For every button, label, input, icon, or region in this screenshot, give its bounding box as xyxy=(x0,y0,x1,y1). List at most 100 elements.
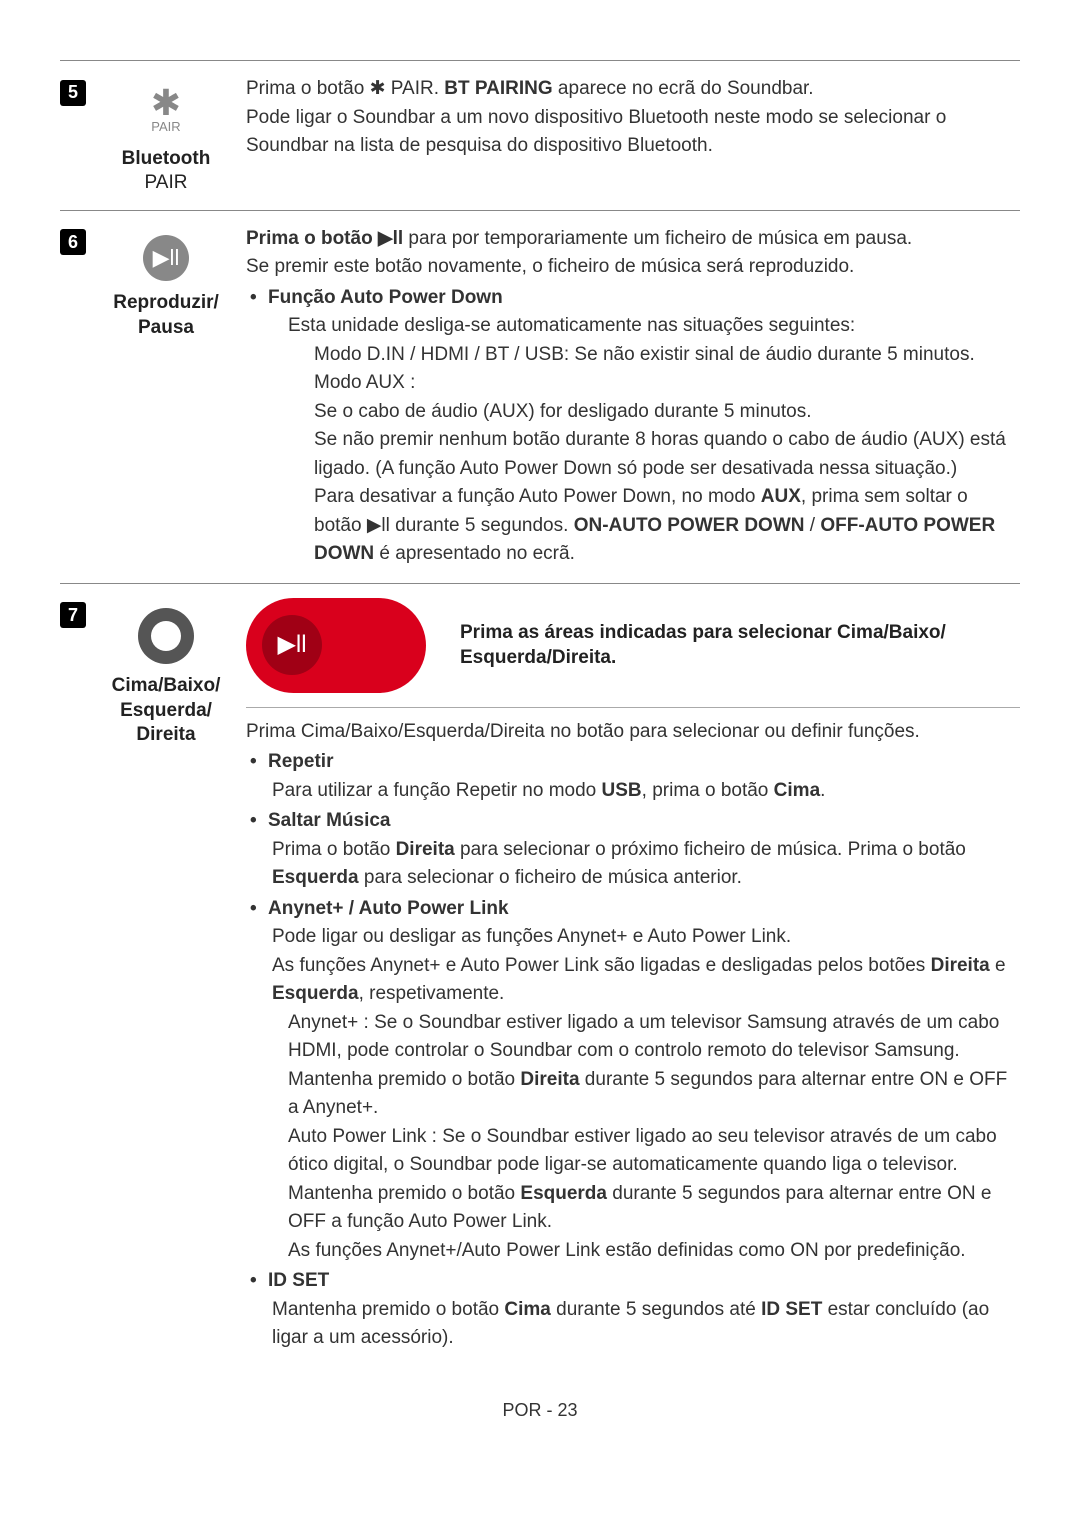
row7-rep-c: . xyxy=(820,780,825,801)
row5-p1-tail: aparece no ecrã do Soundbar. xyxy=(553,78,814,99)
pair-small-label: PAIR xyxy=(100,117,232,137)
row7-li-rep-label: Repetir xyxy=(268,748,333,777)
row7-any-sub2-esq: Esquerda xyxy=(520,1183,607,1204)
bullet-icon: • xyxy=(246,895,268,924)
row7-id-text: Mantenha premido o botão Cima durante 5 … xyxy=(246,1296,1020,1353)
row5-num-col: 5 xyxy=(60,75,100,196)
row5-icon-col: ✱ PAIR Bluetooth PAIR xyxy=(100,75,240,196)
bullet-icon: • xyxy=(246,748,268,777)
row7-label1: Cima/Baixo/ xyxy=(100,674,232,699)
row6-sub2b1: Se o cabo de áudio (AUX) for desligado d… xyxy=(246,398,1020,427)
row7-num-badge: 7 xyxy=(60,602,86,628)
row7-salt-c: para selecionar o ficheiro de música ant… xyxy=(359,867,742,888)
row6-on-auto: ON-AUTO POWER DOWN xyxy=(574,515,805,536)
dpad-icon xyxy=(138,608,194,664)
row6-sub2b2: Se não premir nenhum botão durante 8 hor… xyxy=(246,426,1020,483)
row7-content: ▶ll Prima as áreas indicadas para seleci… xyxy=(240,598,1020,1353)
row5-num-badge: 5 xyxy=(60,80,86,106)
row6-icon-label-b1: Reproduzir/ xyxy=(100,291,232,316)
play-pause-icon: ▶ll xyxy=(100,235,232,281)
row7-any-p2b: e xyxy=(990,955,1006,976)
row6-li1-label: Função Auto Power Down xyxy=(268,284,503,313)
row5-p1-b: PAIR. xyxy=(386,78,445,99)
row5-p1-bold: BT PAIRING xyxy=(444,78,552,99)
row-6: 6 ▶ll Reproduzir/ Pausa Prima o botão ▶l… xyxy=(60,210,1020,583)
row6-sub2b: Modo AUX : xyxy=(246,369,1020,398)
row7-any-sub1: Anynet+ : Se o Soundbar estiver ligado a… xyxy=(246,1009,1020,1123)
row6-sub1: Esta unidade desliga-se automaticamente … xyxy=(246,312,1020,341)
row7-salt-a: Prima o botão xyxy=(272,839,396,860)
row6-num-col: 6 xyxy=(60,225,100,569)
row-7: 7 Cima/Baixo/ Esquerda/ Direita ▶ll Prim… xyxy=(60,583,1020,1367)
oval-play-icon: ▶ll xyxy=(262,615,322,675)
bullet-icon: • xyxy=(246,807,268,836)
row6-li1: • Função Auto Power Down xyxy=(246,284,1020,313)
row7-oval-line2: Esquerda/Direita. xyxy=(460,645,946,671)
row6-lead-bold: Prima o botão ▶ll xyxy=(246,228,403,249)
row6-sub2b3a: Para desativar a função Auto Power Down,… xyxy=(314,486,761,507)
row5-p1-glyph: ✱ xyxy=(370,78,386,99)
row7-salt-dir: Direita xyxy=(396,839,455,860)
row6-lead-tail: para por temporariamente um ficheiro de … xyxy=(403,228,912,249)
bullet-icon: • xyxy=(246,284,268,313)
row7-any-esq: Esquerda xyxy=(272,983,359,1004)
row7-any-sub3: As funções Anynet+/Auto Power Link estão… xyxy=(246,1237,1020,1266)
row7-label3: Direita xyxy=(100,723,232,748)
row7-salt-esq: Esquerda xyxy=(272,867,359,888)
row6-icon-label-b2: Pausa xyxy=(100,316,232,341)
row6-num-badge: 6 xyxy=(60,229,86,255)
row5-p1-a: Prima o botão xyxy=(246,78,370,99)
row7-li-salt: • Saltar Música xyxy=(246,807,1020,836)
row6-sub2a: Modo D.IN / HDMI / BT / USB: Se não exis… xyxy=(246,341,1020,370)
row7-oval-text: Prima as áreas indicadas para selecionar… xyxy=(444,620,946,671)
row7-rep-text: Para utilizar a função Repetir no modo U… xyxy=(246,777,1020,806)
row6-aux: AUX xyxy=(761,486,801,507)
row5-icon-label-plain: PAIR xyxy=(100,171,232,196)
row7-id-b: durante 5 segundos até xyxy=(551,1299,761,1320)
row7-top-graphic: ▶ll Prima as áreas indicadas para seleci… xyxy=(246,598,1020,693)
row6-lead: Prima o botão ▶ll para por temporariamen… xyxy=(246,225,1020,254)
row6-icon-label: Reproduzir/ Pausa xyxy=(100,291,232,340)
row7-rep-b: , prima o botão xyxy=(642,780,774,801)
row5-icon-label-bold: Bluetooth xyxy=(100,147,232,172)
row5-icon-label: Bluetooth PAIR xyxy=(100,147,232,196)
row7-rep-usb: USB xyxy=(602,780,642,801)
row7-any-p2: As funções Anynet+ e Auto Power Link são… xyxy=(246,952,1020,1009)
row6-slash: / xyxy=(805,515,821,536)
row7-salt-text: Prima o botão Direita para selecionar o … xyxy=(246,836,1020,893)
row7-li-id-label: ID SET xyxy=(268,1267,329,1296)
row7-any-sub1-dir: Direita xyxy=(520,1069,579,1090)
row7-p1: Prima Cima/Baixo/Esquerda/Direita no bot… xyxy=(246,718,1020,747)
row7-any-sub2: Auto Power Link : Se o Soundbar estiver … xyxy=(246,1123,1020,1237)
row7-id-a: Mantenha premido o botão xyxy=(272,1299,504,1320)
bullet-icon: • xyxy=(246,1267,268,1296)
page-footer: POR - 23 xyxy=(60,1397,1020,1424)
row7-oval-line1: Prima as áreas indicadas para selecionar… xyxy=(460,620,946,646)
row7-li-rep: • Repetir xyxy=(246,748,1020,777)
row7-rep-cima: Cima xyxy=(774,780,820,801)
row7-any-p2a: As funções Anynet+ e Auto Power Link são… xyxy=(272,955,931,976)
row7-li-any-label: Anynet+ / Auto Power Link xyxy=(268,895,509,924)
row7-icon-col: Cima/Baixo/ Esquerda/ Direita xyxy=(100,598,240,1353)
row5-p2: Pode ligar o Soundbar a um novo disposit… xyxy=(246,104,1020,161)
row7-label2: Esquerda/ xyxy=(100,699,232,724)
row7-num-col: 7 xyxy=(60,598,100,1353)
row5-content: Prima o botão ✱ PAIR. BT PAIRING aparece… xyxy=(240,75,1020,196)
row7-li-any: • Anynet+ / Auto Power Link xyxy=(246,895,1020,924)
row7-id-cima: Cima xyxy=(504,1299,550,1320)
dpad-oval-icon: ▶ll xyxy=(246,598,426,693)
row6-icon-col: ▶ll Reproduzir/ Pausa xyxy=(100,225,240,569)
row7-id-set: ID SET xyxy=(761,1299,822,1320)
row6-p2: Se premir este botão novamente, o fichei… xyxy=(246,253,1020,282)
row-5: 5 ✱ PAIR Bluetooth PAIR Prima o botão ✱ … xyxy=(60,60,1020,210)
bluetooth-icon: ✱ xyxy=(100,85,232,121)
row7-li-id: • ID SET xyxy=(246,1267,1020,1296)
row7-li-salt-label: Saltar Música xyxy=(268,807,391,836)
row6-sub2b3: Para desativar a função Auto Power Down,… xyxy=(246,483,1020,569)
row7-any-p1: Pode ligar ou desligar as funções Anynet… xyxy=(246,923,1020,952)
row7-rep-a: Para utilizar a função Repetir no modo xyxy=(272,780,602,801)
row6-content: Prima o botão ▶ll para por temporariamen… xyxy=(240,225,1020,569)
row7-any-dir: Direita xyxy=(931,955,990,976)
row5-p1: Prima o botão ✱ PAIR. BT PAIRING aparece… xyxy=(246,75,1020,104)
row7-sep xyxy=(246,707,1020,708)
